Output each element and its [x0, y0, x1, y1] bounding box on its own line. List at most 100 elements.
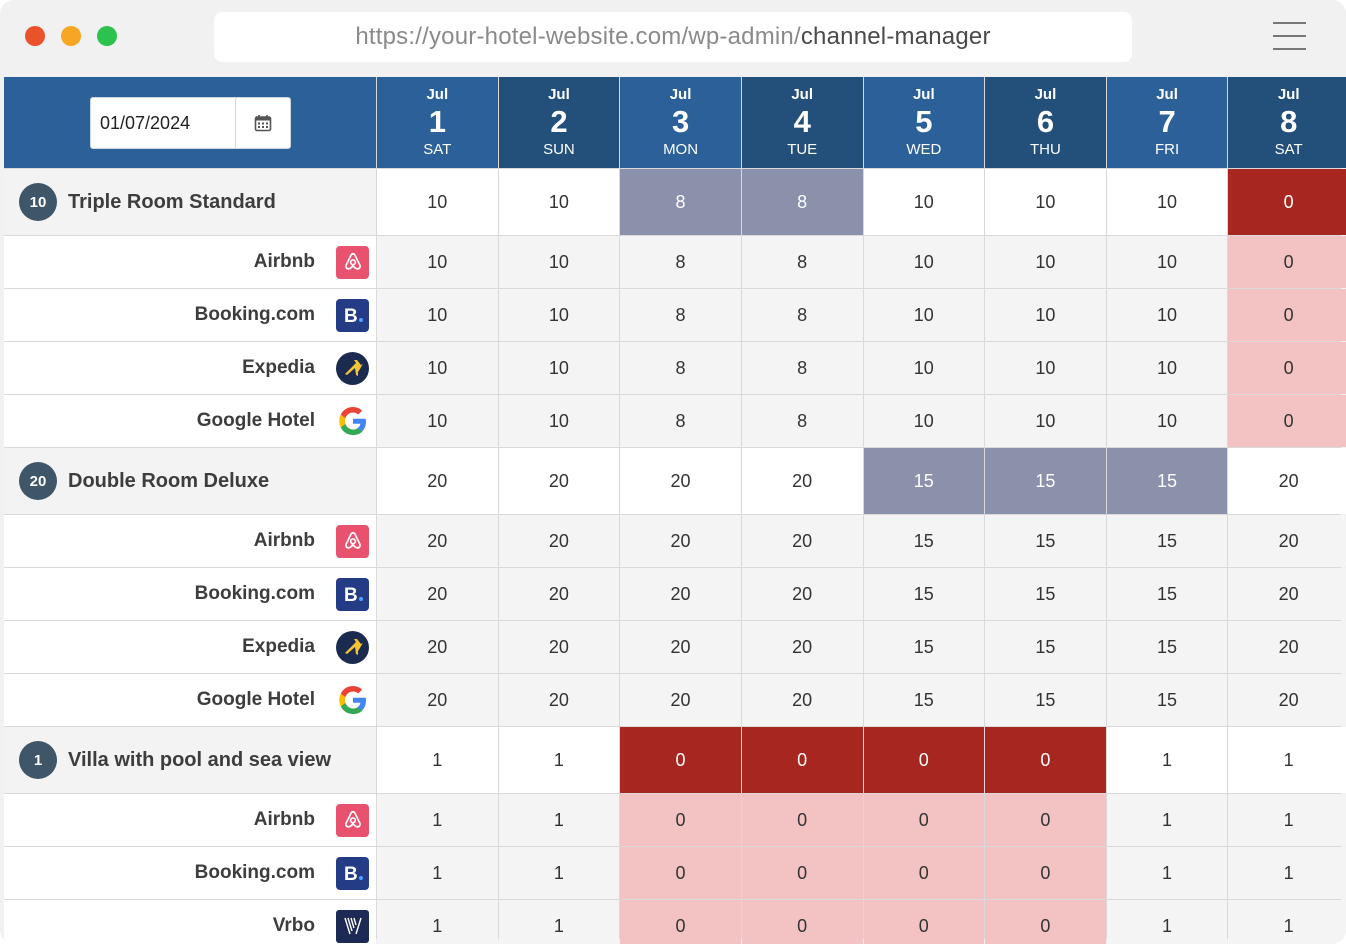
- channel-availability-cell[interactable]: 1: [1228, 847, 1346, 899]
- channel-availability-cell[interactable]: 0: [863, 847, 985, 899]
- day-header[interactable]: Jul 6 THU: [985, 77, 1106, 168]
- channel-availability-cell[interactable]: 8: [620, 236, 741, 288]
- channel-availability-cell[interactable]: 10: [985, 236, 1106, 288]
- channel-availability-cell[interactable]: 20: [498, 621, 620, 673]
- channel-availability-cell[interactable]: 1: [1228, 794, 1346, 846]
- day-header[interactable]: Jul 7 FRI: [1106, 77, 1228, 168]
- channel-availability-cell[interactable]: 15: [863, 568, 985, 620]
- channel-availability-cell[interactable]: 10: [985, 395, 1106, 447]
- room-availability-cell[interactable]: 1: [498, 727, 620, 793]
- channel-availability-cell[interactable]: 0: [741, 794, 863, 846]
- channel-availability-cell[interactable]: 0: [985, 794, 1106, 846]
- channel-availability-cell[interactable]: 20: [1228, 621, 1346, 673]
- channel-availability-cell[interactable]: 20: [498, 674, 620, 726]
- room-availability-cell[interactable]: 0: [985, 727, 1106, 793]
- channel-availability-cell[interactable]: 10: [863, 342, 985, 394]
- channel-availability-cell[interactable]: 1: [498, 794, 620, 846]
- room-availability-cell[interactable]: 10: [985, 169, 1106, 235]
- room-availability-cell[interactable]: 8: [741, 169, 863, 235]
- channel-availability-cell[interactable]: 10: [985, 342, 1106, 394]
- channel-availability-cell[interactable]: 0: [1228, 395, 1346, 447]
- channel-availability-cell[interactable]: 15: [1106, 621, 1228, 673]
- channel-availability-cell[interactable]: 20: [377, 674, 498, 726]
- channel-availability-cell[interactable]: 10: [498, 289, 620, 341]
- channel-availability-cell[interactable]: 0: [1228, 289, 1346, 341]
- channel-availability-cell[interactable]: 20: [741, 568, 863, 620]
- room-availability-cell[interactable]: 20: [498, 448, 620, 514]
- channel-availability-cell[interactable]: 8: [741, 342, 863, 394]
- channel-availability-cell[interactable]: 10: [377, 289, 498, 341]
- room-availability-cell[interactable]: 10: [498, 169, 620, 235]
- address-bar[interactable]: https://your-hotel-website.com/wp-admin/…: [214, 12, 1132, 62]
- channel-availability-cell[interactable]: 15: [985, 568, 1106, 620]
- minimize-window-button[interactable]: [61, 26, 81, 46]
- room-availability-cell[interactable]: 15: [1106, 448, 1228, 514]
- channel-availability-cell[interactable]: 0: [620, 794, 741, 846]
- channel-availability-cell[interactable]: 0: [1228, 236, 1346, 288]
- channel-availability-cell[interactable]: 10: [498, 395, 620, 447]
- channel-availability-cell[interactable]: 8: [620, 395, 741, 447]
- channel-availability-cell[interactable]: 0: [863, 900, 985, 944]
- room-availability-cell[interactable]: 20: [377, 448, 498, 514]
- channel-availability-cell[interactable]: 20: [498, 568, 620, 620]
- channel-availability-cell[interactable]: 0: [1228, 342, 1346, 394]
- day-header[interactable]: Jul 4 TUE: [741, 77, 863, 168]
- room-availability-cell[interactable]: 1: [1228, 727, 1346, 793]
- room-availability-cell[interactable]: 20: [741, 448, 863, 514]
- channel-availability-cell[interactable]: 10: [377, 236, 498, 288]
- channel-availability-cell[interactable]: 20: [498, 515, 620, 567]
- room-availability-cell[interactable]: 20: [620, 448, 741, 514]
- channel-availability-cell[interactable]: 1: [1106, 794, 1228, 846]
- channel-availability-cell[interactable]: 20: [1228, 568, 1346, 620]
- channel-availability-cell[interactable]: 1: [377, 847, 498, 899]
- channel-availability-cell[interactable]: 20: [377, 568, 498, 620]
- channel-availability-cell[interactable]: 20: [1228, 515, 1346, 567]
- maximize-window-button[interactable]: [97, 26, 117, 46]
- channel-availability-cell[interactable]: 10: [1106, 289, 1228, 341]
- channel-availability-cell[interactable]: 20: [377, 621, 498, 673]
- channel-availability-cell[interactable]: 20: [741, 515, 863, 567]
- channel-availability-cell[interactable]: 1: [1106, 900, 1228, 944]
- channel-availability-cell[interactable]: 10: [498, 342, 620, 394]
- channel-availability-cell[interactable]: 20: [620, 674, 741, 726]
- day-header[interactable]: Jul 8 SAT: [1228, 77, 1346, 168]
- channel-availability-cell[interactable]: 1: [377, 794, 498, 846]
- channel-availability-cell[interactable]: 8: [741, 289, 863, 341]
- channel-availability-cell[interactable]: 10: [1106, 395, 1228, 447]
- date-input[interactable]: 01/07/2024: [91, 98, 236, 148]
- room-availability-cell[interactable]: 0: [620, 727, 741, 793]
- channel-availability-cell[interactable]: 20: [620, 568, 741, 620]
- channel-availability-cell[interactable]: 10: [985, 289, 1106, 341]
- room-availability-cell[interactable]: 0: [1228, 169, 1346, 235]
- channel-availability-cell[interactable]: 20: [377, 515, 498, 567]
- channel-availability-cell[interactable]: 10: [377, 342, 498, 394]
- channel-availability-cell[interactable]: 10: [863, 236, 985, 288]
- channel-availability-cell[interactable]: 10: [1106, 236, 1228, 288]
- channel-availability-cell[interactable]: 8: [620, 342, 741, 394]
- channel-availability-cell[interactable]: 20: [741, 674, 863, 726]
- channel-availability-cell[interactable]: 10: [863, 395, 985, 447]
- channel-availability-cell[interactable]: 20: [741, 621, 863, 673]
- day-header[interactable]: Jul 3 MON: [620, 77, 741, 168]
- channel-availability-cell[interactable]: 8: [620, 289, 741, 341]
- channel-availability-cell[interactable]: 20: [620, 515, 741, 567]
- channel-availability-cell[interactable]: 10: [377, 395, 498, 447]
- channel-availability-cell[interactable]: 0: [863, 794, 985, 846]
- calendar-button[interactable]: [236, 98, 290, 148]
- channel-availability-cell[interactable]: 10: [1106, 342, 1228, 394]
- channel-availability-cell[interactable]: 20: [620, 621, 741, 673]
- channel-availability-cell[interactable]: 0: [620, 847, 741, 899]
- room-availability-cell[interactable]: 10: [863, 169, 985, 235]
- room-availability-cell[interactable]: 20: [1228, 448, 1346, 514]
- room-availability-cell[interactable]: 1: [1106, 727, 1228, 793]
- channel-availability-cell[interactable]: 0: [985, 900, 1106, 944]
- channel-availability-cell[interactable]: 15: [1106, 674, 1228, 726]
- room-availability-cell[interactable]: 0: [741, 727, 863, 793]
- channel-availability-cell[interactable]: 15: [863, 515, 985, 567]
- room-availability-cell[interactable]: 15: [863, 448, 985, 514]
- channel-availability-cell[interactable]: 0: [985, 847, 1106, 899]
- day-header[interactable]: Jul 5 WED: [863, 77, 985, 168]
- channel-availability-cell[interactable]: 1: [1228, 900, 1346, 944]
- channel-availability-cell[interactable]: 0: [741, 847, 863, 899]
- channel-availability-cell[interactable]: 1: [377, 900, 498, 944]
